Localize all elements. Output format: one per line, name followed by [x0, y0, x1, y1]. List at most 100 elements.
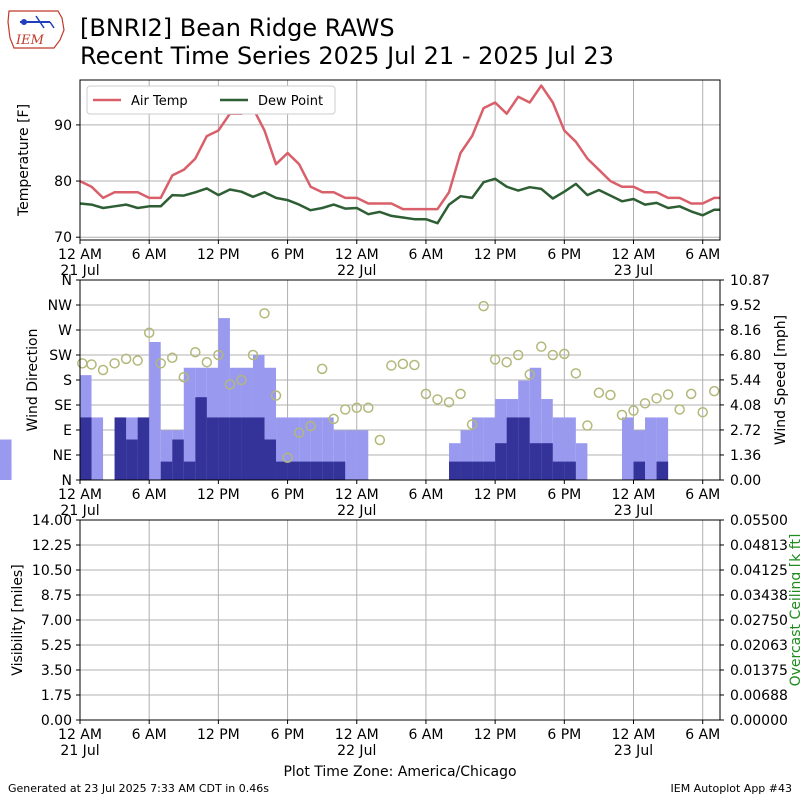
direction-point	[190, 346, 201, 358]
y2-tick-label: 0.05500	[730, 513, 788, 529]
x-date-label: 21 Jul	[60, 743, 99, 759]
wind-bar	[252, 417, 265, 480]
direction-point	[478, 300, 489, 312]
wind-bar	[91, 417, 104, 480]
wind-bar	[299, 461, 311, 480]
wind-bar	[287, 461, 300, 480]
direction-point	[605, 389, 616, 401]
direction-point	[386, 360, 397, 371]
x-axis-label: Plot Time Zone: America/Chicago	[283, 764, 516, 780]
wind-bar	[149, 342, 161, 480]
y2-tick-label: 4.08	[730, 398, 761, 414]
iem-logo: IEM	[6, 8, 66, 50]
wind-bar	[460, 461, 473, 480]
x-tick-label: 6 AM	[132, 727, 167, 743]
x-tick-label: 12 AM	[58, 487, 102, 503]
wind-bar	[229, 417, 242, 480]
wind-bar	[656, 461, 669, 480]
wind-bar	[333, 430, 346, 480]
direction-point	[685, 388, 697, 400]
wind-bar	[564, 461, 576, 480]
wind-bar	[241, 417, 253, 480]
y2-tick-label: 5.44	[730, 373, 761, 389]
legend-label: Dew Point	[258, 94, 323, 109]
footer-generated: Generated at 23 Jul 2025 7:33 AM CDT in …	[8, 782, 269, 795]
direction-point	[420, 388, 432, 400]
x-tick-label: 6 AM	[685, 487, 720, 503]
wind-bar	[137, 417, 150, 480]
x-date-label: 21 Jul	[60, 263, 99, 279]
y-tick-label: N	[62, 473, 72, 489]
x-tick-label: 6 PM	[547, 247, 581, 263]
y-tick-label: 5.25	[41, 638, 72, 654]
x-tick-label: 12 AM	[335, 487, 379, 503]
x-tick-label: 6 PM	[547, 727, 581, 743]
direction-point	[547, 349, 559, 361]
y-tick-label: N	[62, 273, 72, 289]
direction-point	[582, 420, 593, 431]
wind-bar	[276, 461, 288, 480]
direction-point	[236, 374, 247, 386]
series-line	[79, 177, 720, 225]
wind-bar	[126, 439, 138, 480]
y2-tick-label: 1.36	[730, 448, 761, 464]
x-tick-label: 12 PM	[474, 727, 517, 743]
direction-point	[178, 371, 190, 383]
y-axis-label: Temperature [F]	[16, 104, 32, 217]
direction-point	[259, 308, 270, 319]
direction-point	[167, 352, 178, 364]
wind-bar	[206, 417, 219, 480]
wind-bar	[633, 461, 646, 480]
title-line-1: [BNRI2] Bean Ridge RAWS	[80, 14, 395, 42]
x-tick-label: 6 AM	[408, 247, 443, 263]
direction-point	[328, 413, 339, 425]
direction-point	[409, 359, 420, 371]
logo-text: IEM	[15, 33, 45, 48]
x-tick-label: 12 PM	[197, 487, 240, 503]
iowa-map-icon: IEM	[7, 10, 65, 49]
x-tick-label: 12 AM	[612, 487, 656, 503]
y2-tick-label: 0.01375	[730, 663, 788, 679]
direction-point	[559, 348, 570, 360]
wind-bar	[472, 461, 484, 480]
plot-frame	[79, 79, 721, 241]
direction-point	[570, 368, 582, 379]
x-date-label: 23 Jul	[614, 503, 653, 519]
wind-bar	[495, 443, 507, 480]
direction-point	[316, 363, 328, 375]
x-tick-label: 6 AM	[132, 247, 167, 263]
y2-tick-label: 0.04813	[730, 538, 788, 554]
y2-tick-label: 0.03438	[730, 588, 788, 604]
wind-bar	[552, 417, 565, 480]
wind-bar	[645, 417, 657, 480]
x-tick-label: 6 PM	[271, 247, 305, 263]
direction-point	[132, 355, 143, 366]
direction-point	[593, 387, 605, 399]
wind-bar	[160, 430, 173, 480]
wind-bar	[264, 367, 277, 480]
y-tick-label: SW	[49, 348, 72, 364]
y-tick-label: NE	[53, 448, 72, 464]
direction-point	[282, 452, 293, 464]
direction-point	[293, 427, 305, 439]
y-axis-label: Visibility [miles]	[10, 564, 26, 675]
direction-point	[455, 388, 466, 400]
wind-bar	[552, 461, 565, 480]
legend-box	[86, 85, 336, 115]
wind-bar	[449, 461, 461, 480]
y-tick-label: 7.00	[41, 613, 72, 629]
wind-bar	[183, 367, 196, 480]
y-tick-label: S	[63, 373, 72, 389]
x-date-label: 21 Jul	[60, 503, 99, 519]
wind-bar	[114, 417, 127, 480]
y2-tick-label: 0.02750	[730, 613, 788, 629]
direction-point	[674, 404, 685, 415]
direction-point	[77, 358, 88, 369]
direction-point	[201, 356, 213, 368]
wind-bar	[218, 417, 230, 480]
x-date-label: 23 Jul	[614, 743, 653, 759]
direction-point	[536, 341, 547, 352]
x-tick-label: 12 PM	[197, 727, 240, 743]
x-tick-label: 12 AM	[335, 247, 379, 263]
